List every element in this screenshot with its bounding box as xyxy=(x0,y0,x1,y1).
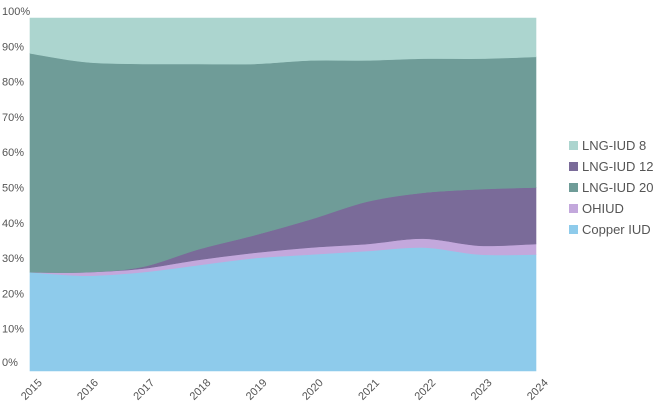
legend-swatch xyxy=(569,225,578,234)
legend-swatch xyxy=(569,141,578,150)
legend-swatch xyxy=(569,183,578,192)
x-tick-label: 2020 xyxy=(300,377,326,403)
legend-label: LNG-IUD 12 xyxy=(582,159,654,174)
legend-item: Copper IUD xyxy=(569,219,654,240)
x-tick-label: 2015 xyxy=(19,377,45,403)
x-tick-label: 2018 xyxy=(188,377,214,403)
y-tick-label: 50% xyxy=(2,183,24,195)
legend-label: OHIUD xyxy=(582,201,624,216)
x-tick-label: 2016 xyxy=(75,377,101,403)
x-tick-label: 2022 xyxy=(413,377,439,403)
y-tick-label: 90% xyxy=(2,41,24,53)
x-tick-label: 2023 xyxy=(469,377,495,403)
legend-swatch xyxy=(569,204,578,213)
y-tick-label: 10% xyxy=(2,324,24,336)
legend-swatch xyxy=(569,162,578,171)
x-tick-label: 2019 xyxy=(244,377,270,403)
legend-label: LNG-IUD 8 xyxy=(582,138,647,153)
legend-label: LNG-IUD 20 xyxy=(582,180,654,195)
x-tick-label: 2017 xyxy=(131,377,157,403)
area-series-group xyxy=(29,17,537,372)
legend: LNG-IUD 8 LNG-IUD 12 LNG-IUD 20 OHIUD Copper… xyxy=(569,135,654,240)
y-tick-label: 60% xyxy=(2,147,24,159)
y-tick-label: 0% xyxy=(2,357,18,369)
x-tick-label: 2024 xyxy=(525,377,551,403)
y-tick-label: 80% xyxy=(2,77,24,89)
x-axis-ticks: 2015 2016 2017 2018 2019 2020 2021 2022 2023 2024 xyxy=(19,377,551,403)
y-axis-ticks: 0% 10% 20% 30% 40% 50% 60% 70% 80% 90% 100% xyxy=(2,6,30,369)
legend-item: OHIUD xyxy=(569,198,654,219)
y-tick-label: 100% xyxy=(2,6,30,18)
area-lng-iud-8 xyxy=(29,17,537,65)
y-tick-label: 20% xyxy=(2,288,24,300)
legend-item: LNG-IUD 20 xyxy=(569,177,654,198)
y-tick-label: 40% xyxy=(2,218,24,230)
y-tick-label: 70% xyxy=(2,112,24,124)
y-tick-label: 30% xyxy=(2,253,24,265)
x-tick-label: 2021 xyxy=(356,377,382,403)
legend-label: Copper IUD xyxy=(582,222,651,237)
legend-item: LNG-IUD 8 xyxy=(569,135,654,156)
legend-item: LNG-IUD 12 xyxy=(569,156,654,177)
